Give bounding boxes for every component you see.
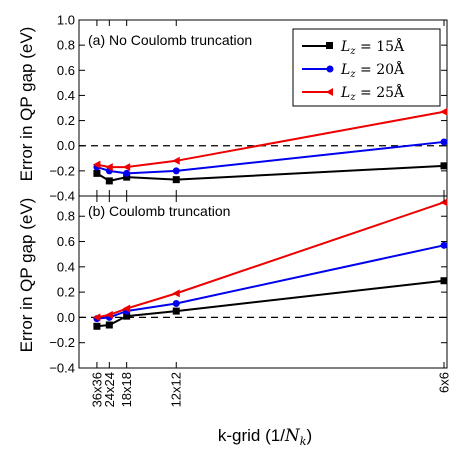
y-tick-label: 0.8 [57,38,75,53]
data-point [440,277,448,285]
legend-label-15: Lz = 15Å [340,37,405,57]
panel-b-y-axis-title: Error in QP gap (eV) [17,198,36,353]
legend-entry-25: Lz = 25Å [302,83,405,103]
y-tick-label: −0.2 [49,163,75,178]
data-point [123,169,131,177]
x-tick-label: 12x12 [169,372,184,407]
panel-a-y-axis-title: Error in QP gap (eV) [17,27,36,182]
series-0 [93,162,448,185]
panel-b-frame [78,195,448,369]
series-line [96,164,445,182]
panel-a-title: (a) No Coulomb truncation [88,32,252,48]
panel-b-series [92,198,448,330]
data-point [105,163,113,172]
series-line [96,279,445,328]
y-tick-label: 0.0 [57,310,75,325]
legend-label-25: Lz = 25Å [340,83,405,103]
data-point [440,241,448,249]
panel-a: −0.4 −0.2 0.0 0.2 0.4 0.6 0.8 1.0 (a) No Coulom… [49,13,448,204]
data-point [172,300,180,307]
y-tick-label: 0.6 [57,63,75,78]
data-point [93,169,101,177]
data-point [92,313,101,322]
series-1 [93,241,448,323]
series-line [96,110,445,169]
x-tick-label: 36x36 [89,372,104,407]
panel-b-y-ticks: −0.4 −0.2 0.0 0.2 0.4 0.6 0.8 [49,209,447,376]
data-point [92,160,101,169]
data-point [172,176,180,184]
y-tick-label: −0.4 [49,361,75,376]
panel-a-y-ticks: −0.4 −0.2 0.0 0.2 0.4 0.6 0.8 1.0 [49,13,447,204]
y-tick-label: −0.4 [49,189,75,204]
data-point [122,163,131,172]
y-tick-label: 0.2 [57,285,75,300]
data-point [122,304,131,313]
panel-a-series [92,107,448,185]
data-point [440,138,448,146]
data-point [172,167,180,175]
x-axis-title: k-grid (1/Nk) [218,426,312,448]
y-tick-label: 0.8 [57,209,75,224]
series-2 [92,107,448,172]
data-point [440,107,448,116]
x-tick-label: 18x18 [119,372,134,407]
y-tick-label: 0.0 [57,138,75,153]
x-tick-label: 24x24 [102,372,117,407]
data-point [123,173,131,181]
y-tick-label: 0.4 [57,259,75,274]
data-point [105,321,113,329]
data-point [172,289,180,298]
y-tick-label: 0.6 [57,234,75,249]
data-point [93,322,101,330]
data-point [105,310,113,319]
series-0 [93,277,448,330]
data-point [440,198,448,207]
y-tick-label: 0.4 [57,88,75,103]
y-tick-label: 0.2 [57,113,75,128]
x-tick-label: 6x6 [437,372,452,393]
series-2 [92,198,448,322]
legend-entry-20: Lz = 20Å [302,60,405,80]
legend-entry-15: Lz = 15Å [302,37,405,57]
data-point [172,156,180,165]
data-point [440,162,448,170]
legend-label-20: Lz = 20Å [340,60,405,80]
series-line [96,244,445,320]
y-tick-label: 1.0 [57,13,75,28]
data-point [123,312,131,320]
legend-box [292,28,441,107]
data-point [172,307,180,315]
data-point [105,177,113,185]
panel-b-title: (b) Coulomb truncation [88,203,230,219]
y-tick-label: −0.2 [49,335,75,350]
legend: Lz = 15Å Lz = 20Å Lz = 25Å [292,28,441,107]
panel-b: −0.4 −0.2 0.0 0.2 0.4 0.6 0.8 (b) Coulomb trun… [49,195,448,376]
